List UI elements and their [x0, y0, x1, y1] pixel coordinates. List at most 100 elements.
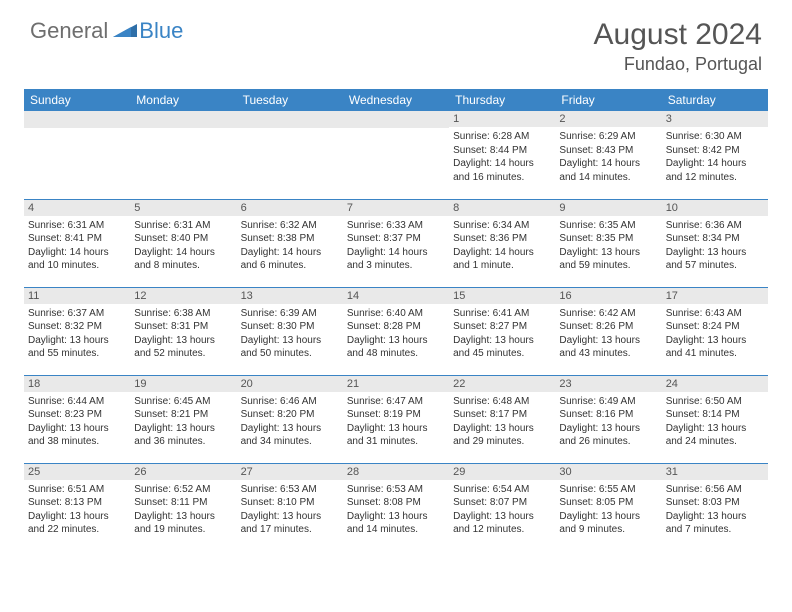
sunset-text: Sunset: 8:17 PM	[453, 408, 551, 422]
day-number: 30	[555, 464, 661, 480]
calendar-day-cell: 6Sunrise: 6:32 AMSunset: 8:38 PMDaylight…	[237, 199, 343, 287]
sunrise-text: Sunrise: 6:46 AM	[241, 395, 339, 409]
day-number: 17	[662, 288, 768, 304]
day-details: Sunrise: 6:31 AMSunset: 8:40 PMDaylight:…	[130, 216, 236, 276]
daylight-text: Daylight: 13 hours and 29 minutes.	[453, 422, 551, 449]
day-details: Sunrise: 6:28 AMSunset: 8:44 PMDaylight:…	[449, 127, 555, 187]
day-details: Sunrise: 6:53 AMSunset: 8:08 PMDaylight:…	[343, 480, 449, 540]
empty-day-header	[24, 111, 130, 128]
sunset-text: Sunset: 8:07 PM	[453, 496, 551, 510]
sunset-text: Sunset: 8:32 PM	[28, 320, 126, 334]
sunrise-text: Sunrise: 6:49 AM	[559, 395, 657, 409]
logo-text-blue: Blue	[139, 18, 183, 44]
calendar-week-row: 11 Sunrise: 6:37 AMSunset: 8:32 PM Dayligh…	[24, 287, 768, 375]
daylight-text: Daylight: 13 hours and 9 minutes.	[559, 510, 657, 537]
sunrise-text: Sunrise: 6:44 AM	[28, 395, 126, 409]
sunrise-text: Sunrise: 6:39 AM	[241, 307, 339, 321]
day-details: Sunrise: 6:50 AMSunset: 8:14 PMDaylight:…	[662, 392, 768, 452]
calendar-day-cell: 1Sunrise: 6:28 AMSunset: 8:44 PMDaylight…	[449, 111, 555, 199]
day-number: 27	[237, 464, 343, 480]
daylight-text: Daylight: 13 hours and 48 minutes.	[347, 334, 445, 361]
day-number: 19	[130, 376, 236, 392]
sunset-text: Sunset: 8:20 PM	[241, 408, 339, 422]
sunrise-text: Sunrise: 6:52 AM	[134, 483, 232, 497]
day-number: 2	[555, 111, 661, 127]
day-details: Sunrise: 6:48 AMSunset: 8:17 PMDaylight:…	[449, 392, 555, 452]
calendar-day-cell: 22Sunrise: 6:48 AMSunset: 8:17 PMDayligh…	[449, 375, 555, 463]
sunset-text: Sunset: 8:34 PM	[666, 232, 764, 246]
daylight-text: Daylight: 14 hours and 1 minute.	[453, 246, 551, 273]
sunrise-text: Sunrise: 6:55 AM	[559, 483, 657, 497]
day-number: 5	[130, 200, 236, 216]
sunrise-text: Sunrise: 6:43 AM	[666, 307, 764, 321]
weekday-header: Thursday	[449, 89, 555, 111]
day-number: 24	[662, 376, 768, 392]
calendar-day-cell: 13Sunrise: 6:39 AMSunset: 8:30 PMDayligh…	[237, 287, 343, 375]
calendar-day-cell: 19Sunrise: 6:45 AMSunset: 8:21 PMDayligh…	[130, 375, 236, 463]
day-number: 12	[130, 288, 236, 304]
day-details: Sunrise: 6:51 AMSunset: 8:13 PMDaylight:…	[24, 480, 130, 540]
sunset-text: Sunset: 8:35 PM	[559, 232, 657, 246]
sunrise-text: Sunrise: 6:48 AM	[453, 395, 551, 409]
daylight-text: Daylight: 13 hours and 31 minutes.	[347, 422, 445, 449]
day-details: Sunrise: 6:33 AMSunset: 8:37 PMDaylight:…	[343, 216, 449, 276]
daylight-text: Daylight: 13 hours and 36 minutes.	[134, 422, 232, 449]
calendar-day-cell: 24Sunrise: 6:50 AMSunset: 8:14 PMDayligh…	[662, 375, 768, 463]
sunrise-text: Sunrise: 6:56 AM	[666, 483, 764, 497]
calendar-day-cell: 18Sunrise: 6:44 AMSunset: 8:23 PMDayligh…	[24, 375, 130, 463]
sunset-text: Sunset: 8:36 PM	[453, 232, 551, 246]
sunset-text: Sunset: 8:08 PM	[347, 496, 445, 510]
day-number: 16	[555, 288, 661, 304]
sunset-text: Sunset: 8:19 PM	[347, 408, 445, 422]
sunrise-text: Sunrise: 6:53 AM	[347, 483, 445, 497]
day-number: 21	[343, 376, 449, 392]
weekday-header-row: Sunday Monday Tuesday Wednesday Thursday…	[24, 89, 768, 111]
sunset-text: Sunset: 8:41 PM	[28, 232, 126, 246]
sunrise-text: Sunrise: 6:29 AM	[559, 130, 657, 144]
location-label: Fundao, Portugal	[594, 54, 762, 75]
sunset-text: Sunset: 8:11 PM	[134, 496, 232, 510]
calendar-day-cell: 28Sunrise: 6:53 AMSunset: 8:08 PMDayligh…	[343, 463, 449, 551]
daylight-text: Daylight: 14 hours and 3 minutes.	[347, 246, 445, 273]
daylight-text: Daylight: 13 hours and 52 minutes.	[134, 334, 232, 361]
daylight-text: Daylight: 13 hours and 43 minutes.	[559, 334, 657, 361]
sunset-text: Sunset: 8:40 PM	[134, 232, 232, 246]
calendar-day-cell: 29Sunrise: 6:54 AMSunset: 8:07 PMDayligh…	[449, 463, 555, 551]
sunrise-text: Sunrise: 6:37 AM	[28, 307, 126, 321]
sunrise-text: Sunrise: 6:30 AM	[666, 130, 764, 144]
sunset-text: Sunset: 8:05 PM	[559, 496, 657, 510]
calendar-day-cell: 20Sunrise: 6:46 AMSunset: 8:20 PMDayligh…	[237, 375, 343, 463]
day-details: Sunrise: 6:35 AMSunset: 8:35 PMDaylight:…	[555, 216, 661, 276]
daylight-text: Daylight: 13 hours and 14 minutes.	[347, 510, 445, 537]
day-details: Sunrise: 6:47 AMSunset: 8:19 PMDaylight:…	[343, 392, 449, 452]
daylight-text: Daylight: 13 hours and 41 minutes.	[666, 334, 764, 361]
daylight-text: Daylight: 13 hours and 26 minutes.	[559, 422, 657, 449]
calendar-day-cell: 3Sunrise: 6:30 AMSunset: 8:42 PMDaylight…	[662, 111, 768, 199]
calendar-day-cell: 23Sunrise: 6:49 AMSunset: 8:16 PMDayligh…	[555, 375, 661, 463]
calendar-day-cell: 27Sunrise: 6:53 AMSunset: 8:10 PMDayligh…	[237, 463, 343, 551]
sunrise-text: Sunrise: 6:47 AM	[347, 395, 445, 409]
day-number: 28	[343, 464, 449, 480]
calendar-day-cell: 15Sunrise: 6:41 AMSunset: 8:27 PMDayligh…	[449, 287, 555, 375]
daylight-text: Daylight: 14 hours and 12 minutes.	[666, 157, 764, 184]
calendar-day-cell	[343, 111, 449, 199]
calendar-day-cell: 14Sunrise: 6:40 AMSunset: 8:28 PMDayligh…	[343, 287, 449, 375]
calendar-week-row: 4Sunrise: 6:31 AMSunset: 8:41 PMDaylight…	[24, 199, 768, 287]
weekday-header: Tuesday	[237, 89, 343, 111]
sunset-text: Sunset: 8:31 PM	[134, 320, 232, 334]
calendar-day-cell: 12Sunrise: 6:38 AMSunset: 8:31 PMDayligh…	[130, 287, 236, 375]
calendar-day-cell: 16Sunrise: 6:42 AMSunset: 8:26 PMDayligh…	[555, 287, 661, 375]
empty-day-header	[130, 111, 236, 128]
weekday-header: Monday	[130, 89, 236, 111]
daylight-text: Daylight: 13 hours and 7 minutes.	[666, 510, 764, 537]
day-number: 29	[449, 464, 555, 480]
sunset-text: Sunset: 8:27 PM	[453, 320, 551, 334]
sunset-text: Sunset: 8:28 PM	[347, 320, 445, 334]
calendar-week-row: 18Sunrise: 6:44 AMSunset: 8:23 PMDayligh…	[24, 375, 768, 463]
day-details: Sunrise: 6:30 AMSunset: 8:42 PMDaylight:…	[662, 127, 768, 187]
daylight-text: Daylight: 13 hours and 19 minutes.	[134, 510, 232, 537]
sunrise-text: Sunrise: 6:31 AM	[28, 219, 126, 233]
day-number: 6	[237, 200, 343, 216]
day-details: Sunrise: 6:49 AMSunset: 8:16 PMDaylight:…	[555, 392, 661, 452]
day-number: 11	[24, 288, 130, 304]
